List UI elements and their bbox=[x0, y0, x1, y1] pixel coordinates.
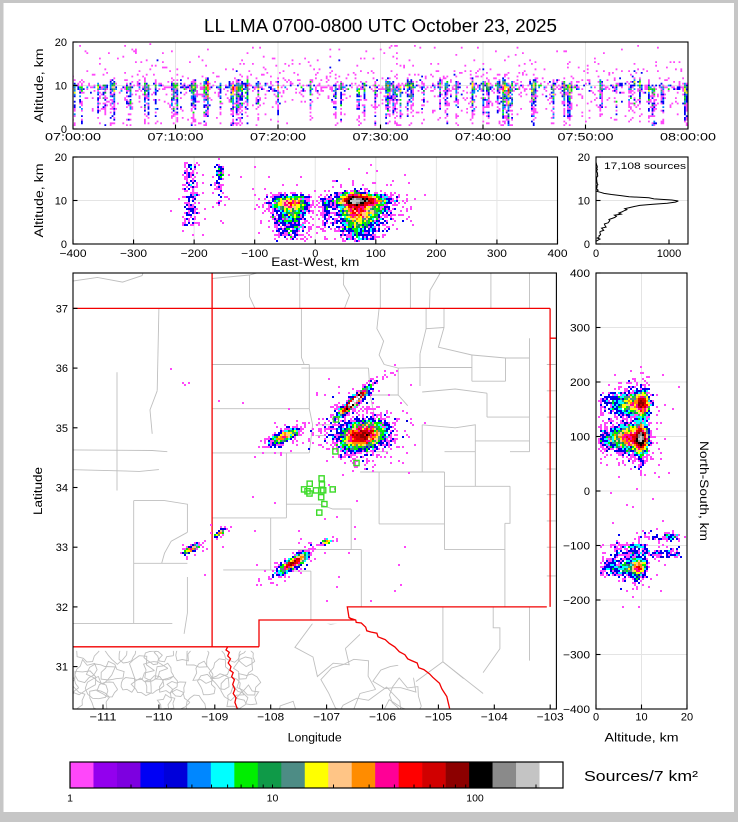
svg-text:North-South, km: North-South, km bbox=[697, 441, 709, 541]
svg-text:0: 0 bbox=[593, 248, 599, 260]
svg-text:07:00:00: 07:00:00 bbox=[45, 132, 101, 144]
svg-text:Altitude, km: Altitude, km bbox=[605, 733, 679, 745]
svg-text:−200: −200 bbox=[563, 595, 590, 607]
svg-text:0: 0 bbox=[312, 248, 318, 260]
svg-text:1000: 1000 bbox=[657, 248, 681, 260]
svg-text:07:30:00: 07:30:00 bbox=[353, 132, 409, 144]
svg-text:0: 0 bbox=[584, 486, 590, 498]
svg-text:32: 32 bbox=[56, 602, 68, 614]
svg-text:10: 10 bbox=[55, 81, 67, 93]
svg-text:17,108 sources: 17,108 sources bbox=[604, 161, 687, 171]
svg-text:−107: −107 bbox=[313, 712, 340, 724]
svg-text:10: 10 bbox=[578, 196, 590, 208]
svg-text:07:10:00: 07:10:00 bbox=[148, 132, 204, 144]
svg-text:−100: −100 bbox=[241, 248, 268, 260]
svg-text:−106: −106 bbox=[369, 712, 396, 724]
svg-text:33: 33 bbox=[56, 542, 68, 554]
svg-text:East-West, km: East-West, km bbox=[271, 257, 359, 269]
svg-text:−111: −111 bbox=[90, 712, 117, 724]
svg-text:08:00:00: 08:00:00 bbox=[660, 132, 716, 144]
svg-text:−300: −300 bbox=[120, 248, 147, 260]
svg-text:07:40:00: 07:40:00 bbox=[455, 132, 511, 144]
svg-text:34: 34 bbox=[56, 483, 68, 495]
svg-text:200: 200 bbox=[570, 377, 590, 389]
svg-text:Latitude: Latitude bbox=[33, 467, 45, 515]
svg-text:0: 0 bbox=[593, 712, 599, 724]
svg-text:07:50:00: 07:50:00 bbox=[558, 132, 614, 144]
svg-text:10: 10 bbox=[55, 196, 67, 208]
svg-text:37: 37 bbox=[56, 303, 68, 315]
svg-text:20: 20 bbox=[55, 152, 67, 164]
svg-text:−103: −103 bbox=[537, 712, 564, 724]
svg-text:−105: −105 bbox=[425, 712, 452, 724]
svg-text:10: 10 bbox=[267, 793, 279, 805]
svg-text:100: 100 bbox=[570, 432, 590, 444]
svg-text:20: 20 bbox=[681, 712, 693, 724]
svg-text:Longitude: Longitude bbox=[288, 733, 342, 745]
svg-text:Altitude, km: Altitude, km bbox=[34, 164, 46, 238]
svg-text:100: 100 bbox=[466, 793, 484, 805]
svg-text:−400: −400 bbox=[563, 704, 590, 716]
svg-text:LL LMA 0700-0800 UTC October 2: LL LMA 0700-0800 UTC October 23, 2025 bbox=[204, 15, 557, 36]
svg-text:20: 20 bbox=[578, 152, 590, 164]
svg-text:−108: −108 bbox=[257, 712, 284, 724]
svg-text:−400: −400 bbox=[60, 248, 87, 260]
svg-text:Altitude, km: Altitude, km bbox=[34, 49, 46, 123]
svg-text:−109: −109 bbox=[201, 712, 228, 724]
svg-text:0: 0 bbox=[61, 124, 67, 136]
svg-text:100: 100 bbox=[366, 248, 386, 260]
svg-text:1: 1 bbox=[67, 793, 73, 805]
svg-text:07:20:00: 07:20:00 bbox=[250, 132, 306, 144]
svg-text:36: 36 bbox=[56, 363, 68, 375]
svg-text:300: 300 bbox=[570, 323, 590, 335]
svg-text:Sources/7 km²: Sources/7 km² bbox=[584, 769, 698, 785]
svg-text:−300: −300 bbox=[563, 650, 590, 662]
svg-text:0: 0 bbox=[61, 239, 67, 251]
svg-text:−200: −200 bbox=[181, 248, 208, 260]
svg-text:35: 35 bbox=[56, 423, 68, 435]
svg-text:0: 0 bbox=[584, 239, 590, 251]
svg-text:400: 400 bbox=[570, 268, 590, 280]
svg-text:−100: −100 bbox=[563, 541, 590, 553]
svg-text:31: 31 bbox=[56, 662, 68, 674]
svg-text:300: 300 bbox=[487, 248, 507, 260]
svg-text:400: 400 bbox=[548, 248, 568, 260]
svg-text:20: 20 bbox=[55, 37, 67, 49]
svg-text:200: 200 bbox=[426, 248, 446, 260]
svg-text:−104: −104 bbox=[481, 712, 508, 724]
svg-text:10: 10 bbox=[635, 712, 647, 724]
svg-text:−110: −110 bbox=[145, 712, 172, 724]
